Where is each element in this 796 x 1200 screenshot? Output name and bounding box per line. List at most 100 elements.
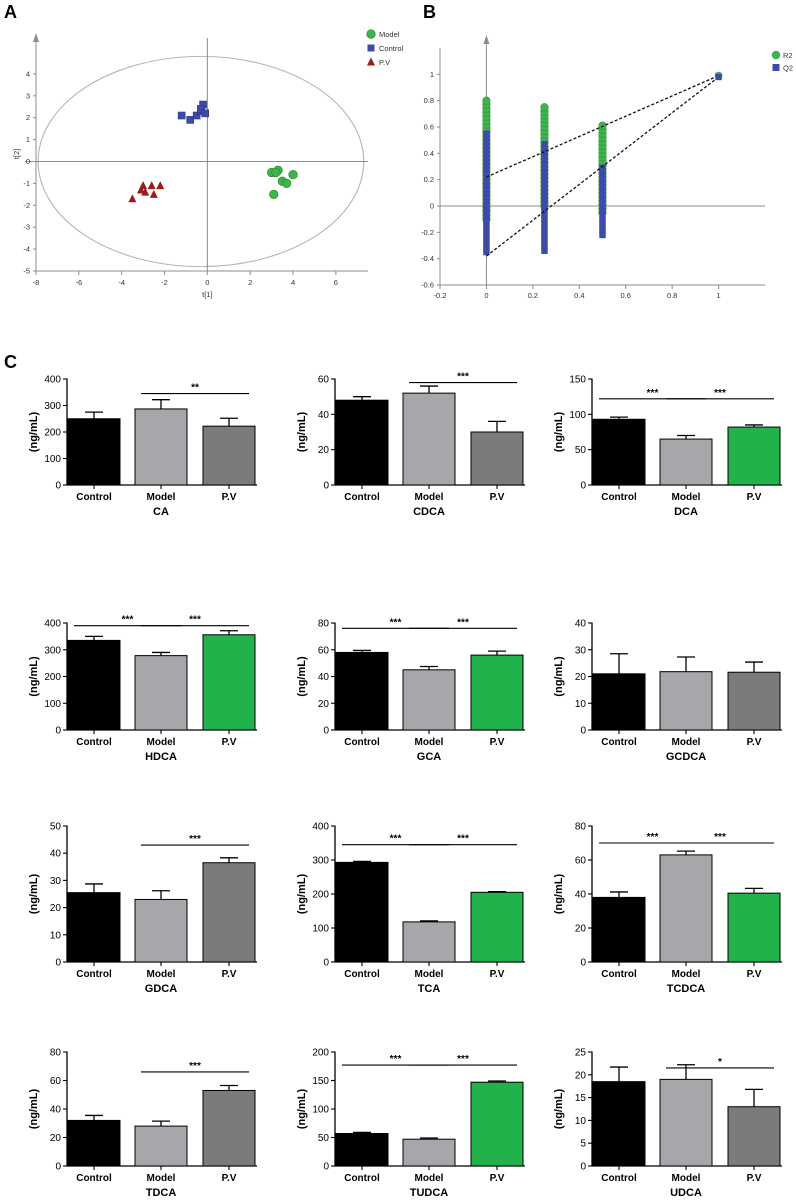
significance-label-TDCA: *** — [189, 1061, 201, 1072]
x-tick-label-CA: Control — [76, 492, 112, 503]
point-q2 — [541, 219, 548, 227]
bar-CDCA-Control — [335, 399, 389, 486]
y-tick-label: 4 — [26, 69, 30, 78]
y-axis-label-GCDCA: (ng/mL) — [553, 656, 565, 697]
bar-TDCA-P.V — [202, 1089, 256, 1167]
point-q2 — [483, 177, 490, 185]
x-tick-label-DCA: P.V — [747, 492, 762, 503]
bar-TUDCA-Control — [335, 1133, 389, 1167]
point-q2 — [599, 208, 606, 215]
point-q2 — [541, 215, 548, 223]
x-tick-label-TCDCA: P.V — [747, 969, 762, 980]
point-q2 — [599, 196, 606, 203]
y-tick-label-TUDCA: 150 — [312, 1076, 329, 1087]
x-tick-label-TUDCA: Model — [415, 1173, 444, 1184]
x-axis-label-TCA: TCA — [418, 983, 441, 995]
y-tick-label-GCA: 60 — [318, 645, 330, 656]
y-tick-label-TCDCA: 80 — [575, 822, 587, 833]
bar-CA-Control — [67, 418, 121, 486]
legend-marker-r2 — [771, 50, 781, 60]
point-q2 — [541, 148, 548, 156]
y-tick-label-TCDCA: 60 — [575, 856, 587, 867]
legend-label: Q2 — [783, 64, 793, 73]
legend-marker-pv — [367, 57, 375, 66]
bar-UDCA-Control — [592, 1081, 646, 1167]
x-tick-label-GCA: P.V — [490, 737, 505, 748]
y-tick-label: -5 — [23, 267, 30, 276]
point-q2 — [541, 184, 548, 191]
bar-GCDCA-P.V — [727, 671, 781, 731]
point-q2 — [599, 172, 606, 179]
point-q2 — [541, 172, 548, 179]
point-q2 — [483, 130, 490, 137]
x-axis-label-GDCA: GDCA — [145, 983, 177, 995]
chart-root: -8 -6 -4 -2 0 2 4 6 -5 -4 -3 -2 -1 0 1 2 3 4 t[1] t[2] Model… — [12, 29, 793, 1199]
x-tick-label-CDCA: Model — [415, 492, 444, 503]
y-tick-label-TCDCA: 0 — [580, 958, 586, 969]
point-q2 — [483, 154, 490, 161]
x-tick-label: -6 — [76, 278, 83, 287]
x-axis-label-CDCA: CDCA — [413, 506, 445, 518]
bar-TCA-Control — [335, 861, 389, 963]
y-tick-label-CA: 200 — [44, 428, 61, 439]
legend-marker-q2 — [772, 64, 780, 71]
y-tick-label-GCDCA: 30 — [575, 645, 587, 656]
bar-HDCA-Model — [134, 655, 188, 731]
bar-DCA-Control — [592, 418, 646, 486]
y-tick-label: 0.4 — [424, 149, 434, 158]
bar-GCA-P.V — [470, 654, 524, 731]
x-tick-label-TUDCA: Control — [344, 1173, 380, 1184]
y-tick-label-GCDCA: 0 — [580, 726, 586, 737]
x-tick-label-DCA: Model — [672, 492, 701, 503]
x-tick-label-GCDCA: Model — [672, 737, 701, 748]
point-q2 — [599, 231, 606, 239]
point-q2 — [483, 221, 490, 228]
point-q2 — [541, 168, 548, 175]
bar-GDCA-Control — [67, 892, 121, 963]
point-q2 — [483, 193, 490, 200]
point-pv — [147, 181, 156, 190]
point-q2 — [541, 243, 548, 251]
x-axis-label: t[1] — [202, 290, 212, 299]
point-q2 — [599, 192, 606, 199]
x-axis-label-CA: CA — [153, 506, 169, 518]
y-tick-label-GCDCA: 40 — [575, 619, 587, 630]
regression-line — [486, 76, 719, 257]
bar-GDCA-Model — [134, 898, 188, 963]
y-tick-label: 3 — [26, 91, 30, 100]
y-tick-label-HDCA: 100 — [44, 699, 61, 710]
point-q2 — [599, 168, 606, 175]
significance-label-CA: ** — [191, 383, 199, 394]
point-q2 — [541, 208, 548, 215]
x-tick-label-TDCA: Control — [76, 1173, 112, 1184]
point-control — [186, 116, 195, 124]
y-tick-label-TCDCA: 20 — [575, 924, 587, 935]
y-tick-label: 2 — [26, 113, 30, 122]
legend-marker-control — [367, 44, 375, 52]
y-tick-label-GCDCA: 10 — [575, 699, 587, 710]
x-tick-label-GCDCA: Control — [601, 737, 637, 748]
x-tick-label-TCDCA: Control — [601, 969, 637, 980]
legend-label: R2 — [783, 51, 793, 60]
bar-TDCA-Model — [134, 1125, 188, 1167]
point-q2 — [541, 192, 548, 199]
bar-CDCA-P.V — [470, 431, 524, 486]
bar-CA-P.V — [202, 425, 256, 486]
y-tick-label: -1 — [23, 179, 30, 188]
y-tick-label-UDCA: 5 — [580, 1139, 586, 1150]
x-tick-label: -4 — [118, 278, 125, 287]
point-q2 — [483, 165, 490, 173]
point-model — [271, 167, 281, 178]
y-tick-label: 0 — [430, 202, 434, 211]
bar-TCDCA-P.V — [727, 892, 781, 963]
bar-TCDCA-Control — [592, 896, 646, 963]
y-tick-label-DCA: 50 — [575, 445, 587, 456]
x-tick-label-TDCA: P.V — [222, 1173, 237, 1184]
y-tick-label: 0.8 — [424, 96, 434, 105]
y-tick-label-GDCA: 40 — [50, 849, 62, 860]
bar-CA-Model — [134, 408, 188, 486]
point-q2 — [541, 231, 548, 239]
point-q2 — [541, 156, 548, 164]
x-axis-label-TUDCA: TUDCA — [410, 1187, 449, 1199]
point-q2 — [541, 223, 548, 231]
